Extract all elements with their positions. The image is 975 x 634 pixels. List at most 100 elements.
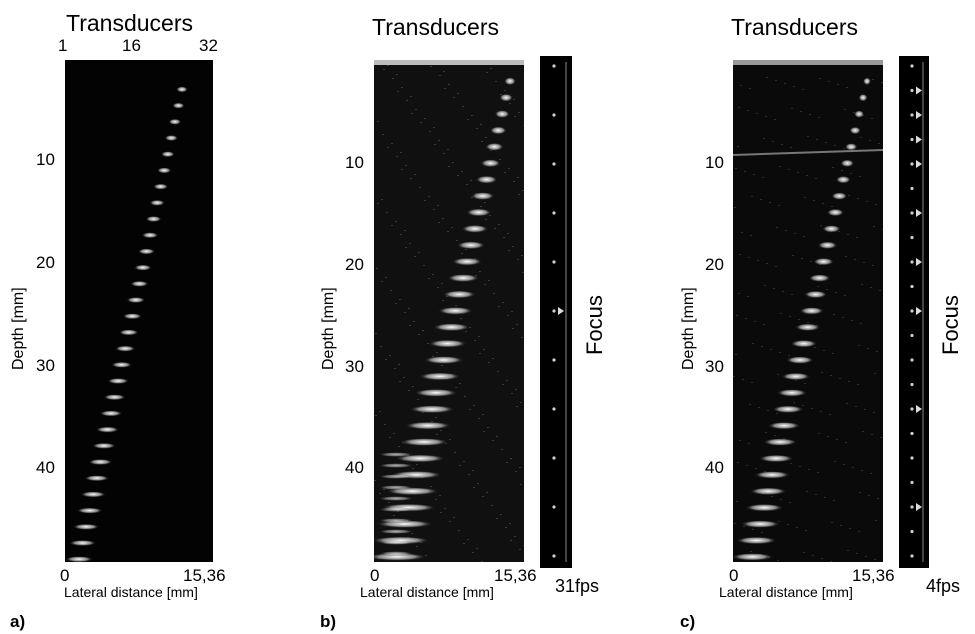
speckle bbox=[400, 152, 402, 153]
speckle bbox=[391, 143, 393, 144]
speckle bbox=[459, 383, 461, 384]
focus-marker bbox=[552, 554, 556, 558]
speckle bbox=[847, 234, 849, 235]
speckle bbox=[735, 354, 737, 355]
speckle bbox=[738, 293, 740, 294]
speckle bbox=[750, 235, 752, 236]
speckle bbox=[830, 561, 832, 562]
speckle bbox=[761, 532, 763, 533]
speckle bbox=[807, 136, 809, 137]
echo-point-b bbox=[413, 389, 459, 398]
panel-c-letter: c) bbox=[680, 612, 696, 631]
panel-c-depth-tick-40: 40 bbox=[705, 458, 724, 477]
speckle bbox=[764, 285, 766, 286]
speckle bbox=[825, 142, 827, 143]
speckle bbox=[859, 176, 861, 177]
speckle bbox=[819, 78, 821, 79]
speckle bbox=[518, 112, 520, 113]
speckle bbox=[506, 380, 508, 381]
speckle bbox=[439, 75, 441, 76]
speckle bbox=[460, 318, 462, 319]
focus-marker bbox=[552, 64, 556, 68]
speckle bbox=[783, 438, 785, 439]
speckle bbox=[752, 343, 754, 344]
speckle bbox=[781, 144, 783, 145]
echo-point-c bbox=[758, 455, 794, 464]
reverb-echo-b bbox=[378, 540, 414, 546]
speckle bbox=[455, 387, 457, 388]
speckle bbox=[479, 353, 481, 354]
speckle bbox=[444, 88, 446, 89]
echo-point-c bbox=[849, 127, 861, 136]
speckle bbox=[488, 280, 490, 281]
speckle bbox=[772, 141, 774, 142]
speckle bbox=[513, 181, 515, 182]
speckle bbox=[498, 306, 500, 307]
speckle bbox=[817, 286, 819, 287]
speckle bbox=[396, 156, 398, 157]
focus-marker bbox=[910, 505, 914, 509]
echo-point-b bbox=[451, 258, 483, 267]
speckle bbox=[752, 529, 754, 530]
panel-a-title: Transducers bbox=[66, 10, 193, 36]
echo-point-a bbox=[164, 135, 179, 142]
speckle bbox=[405, 247, 407, 248]
speckle bbox=[379, 493, 381, 494]
speckle bbox=[480, 206, 482, 207]
speckle bbox=[779, 166, 781, 167]
echo-point-c bbox=[853, 110, 865, 119]
speckle bbox=[420, 122, 422, 123]
panel-b-title: Transducers bbox=[372, 14, 499, 40]
speckle bbox=[800, 111, 802, 112]
panel-b-fps: 31fps bbox=[555, 576, 600, 596]
speckle bbox=[737, 146, 739, 147]
speckle bbox=[790, 147, 792, 148]
speckle bbox=[387, 147, 389, 148]
speckle bbox=[391, 225, 393, 226]
echo-point-a bbox=[172, 103, 185, 110]
speckle bbox=[415, 109, 417, 110]
focus-marker bbox=[910, 64, 914, 68]
reverb-echo-b bbox=[378, 518, 414, 524]
speckle bbox=[816, 139, 818, 140]
speckle bbox=[756, 113, 758, 114]
speckle bbox=[385, 277, 387, 278]
speckle bbox=[859, 492, 861, 493]
speckle bbox=[401, 169, 403, 170]
speckle bbox=[476, 548, 478, 549]
speckle bbox=[484, 284, 486, 285]
speckle bbox=[443, 71, 445, 72]
focus-arrow-icon bbox=[916, 160, 922, 168]
echo-point-a bbox=[160, 151, 175, 158]
speckle bbox=[809, 114, 811, 115]
speckle bbox=[864, 409, 866, 410]
echo-point-c bbox=[858, 94, 868, 103]
speckle bbox=[773, 288, 775, 289]
panel-b-depth-label: Depth [mm] bbox=[320, 287, 337, 370]
speckle bbox=[755, 468, 757, 469]
speckle bbox=[763, 138, 765, 139]
speckle bbox=[788, 169, 790, 170]
speckle bbox=[791, 294, 793, 295]
panel-a-depth-tick-20: 20 bbox=[36, 253, 55, 272]
speckle bbox=[411, 113, 413, 114]
speckle bbox=[518, 194, 520, 195]
speckle bbox=[789, 316, 791, 317]
panel-c-x-tick-max: 15,36 bbox=[852, 566, 895, 585]
echo-point-c bbox=[863, 78, 871, 86]
speckle bbox=[812, 555, 814, 556]
echo-point-c bbox=[776, 389, 808, 398]
speckle bbox=[441, 365, 443, 366]
speckle bbox=[521, 255, 523, 256]
speckle bbox=[845, 442, 847, 443]
focus-arrow-icon bbox=[916, 307, 922, 315]
reverb-echo-b bbox=[378, 551, 414, 557]
speckle bbox=[765, 116, 767, 117]
speckle bbox=[440, 512, 442, 513]
panel-b-depth-tick-10: 10 bbox=[345, 153, 364, 172]
speckle bbox=[767, 410, 769, 411]
speckle bbox=[513, 99, 515, 100]
speckle bbox=[399, 299, 401, 300]
speckle bbox=[842, 317, 844, 318]
speckle bbox=[464, 396, 466, 397]
